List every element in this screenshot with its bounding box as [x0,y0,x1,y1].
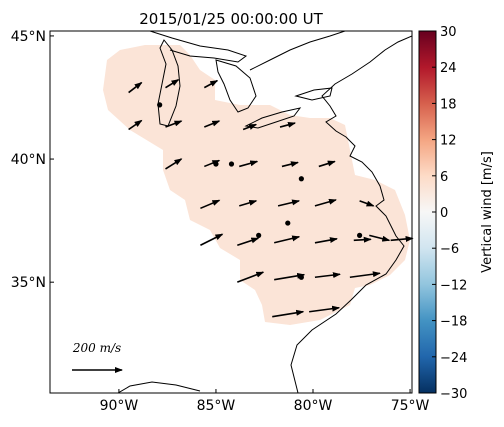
wind-vector [203,79,219,89]
wind-vector [309,305,341,313]
station [256,232,262,238]
wind-vector [204,159,221,168]
station [298,176,304,182]
wind-vector [277,199,301,207]
colorbar-tick-label: 12 [440,134,457,149]
wind-vector [200,233,224,246]
wind-vector [242,123,258,131]
wind-vector [314,198,337,207]
wind-vector [200,199,221,210]
colorbar-tick-label: −24 [440,351,467,366]
colorbar-tick-label: −18 [440,315,467,330]
x-tick-label: 80°W [294,398,333,414]
coastlines [117,31,412,393]
plot-layer [128,78,414,318]
wind-vector [165,158,183,170]
wind-region [103,45,410,325]
wind-vector [237,237,260,247]
colorbar-tick-label: −6 [440,242,459,257]
wind-vector [128,119,143,131]
y-tick-label: 40°N [11,152,46,168]
colorbar-tick-label: 6 [440,170,448,185]
wind-vector [279,121,296,128]
wind-vector [274,235,301,244]
wind-vector [369,234,391,242]
colorbar-tick-label: −12 [440,278,467,293]
colorbar-label: Vertical wind [m/s] [480,151,495,273]
scale-label: 200 m/s [72,341,121,355]
wind-vector [237,271,265,283]
wind-vector [359,200,375,207]
wind-vector [239,160,259,168]
wind-vector [165,78,180,89]
colorbar-tick-label: 0 [440,206,448,221]
station [285,220,291,226]
wind-vector [128,81,143,94]
station [213,161,219,167]
wind-vector [204,120,221,128]
wind-vector [353,236,372,243]
y-tick-label: 45°N [11,29,46,45]
x-tick-label: 90°W [100,398,139,414]
wind-vector [314,237,338,244]
wind-vector [239,199,258,207]
wind-vector [349,271,381,279]
colorbar-tick-label: 18 [440,97,457,112]
colorbar-tick-label: −30 [440,387,467,402]
x-tick-label: 85°W [197,398,236,414]
station [228,161,235,167]
wind-vector [274,272,306,281]
plot-frame [49,30,413,394]
wind-vector [281,161,299,168]
wind-vector [318,160,336,168]
x-tick-label: 75°W [391,398,430,414]
map-title: 2015/01/25 00:00:00 UT [139,10,323,28]
wind-vector [272,309,305,318]
wind-vector [390,235,414,242]
station [356,232,363,238]
y-tick-label: 35°N [11,275,46,291]
station [157,102,163,108]
wind-vector [314,272,341,279]
colorbar-tick-label: 24 [440,61,457,76]
colorbar-tick-label: 30 [440,25,457,40]
wind-vector [165,120,183,128]
station [298,274,304,280]
